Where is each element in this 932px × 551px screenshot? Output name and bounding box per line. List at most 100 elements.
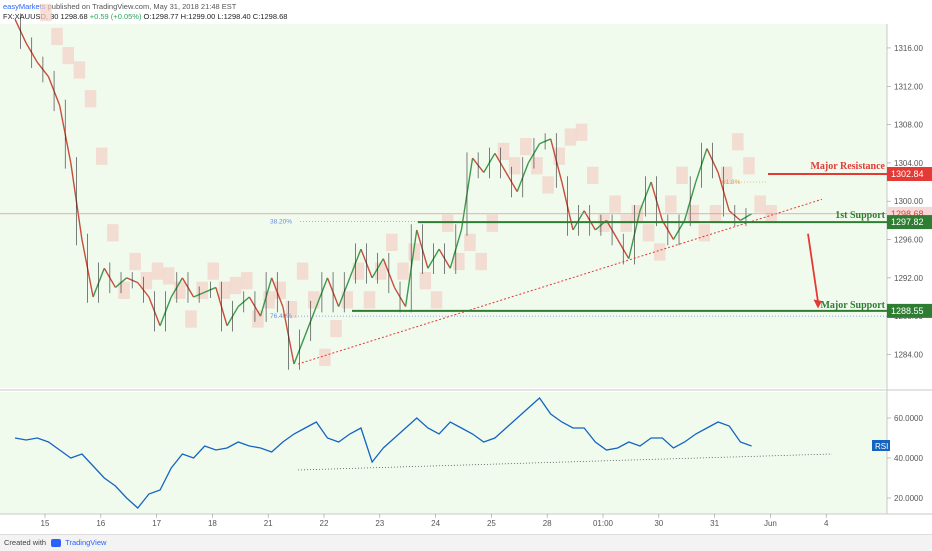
first-support-price-value: 1297.82 bbox=[891, 217, 924, 227]
cloud-segment bbox=[40, 3, 52, 22]
time-axis-label: 15 bbox=[41, 519, 50, 528]
cloud-segment bbox=[374, 262, 387, 280]
cloud-segment bbox=[497, 142, 510, 161]
cloud-segment bbox=[151, 262, 164, 280]
published-text: published on TradingView.com, May 31, 20… bbox=[47, 2, 237, 11]
publisher-line: easyMarkets published on TradingView.com… bbox=[3, 2, 236, 11]
cloud-segment bbox=[107, 224, 119, 242]
created-with-text: Created with TradingView bbox=[4, 538, 107, 548]
price-axis-label: 1292.00 bbox=[894, 274, 923, 283]
price-axis-label: 1284.00 bbox=[894, 350, 923, 359]
cloud-segment bbox=[352, 262, 365, 280]
price-axis-label: 1316.00 bbox=[894, 44, 923, 53]
rsi-axis: 60.0000 40.0000 20.0000 bbox=[887, 414, 923, 503]
price-pane-background bbox=[0, 24, 887, 388]
rsi-trendline bbox=[297, 453, 833, 471]
projection-arrow bbox=[807, 233, 819, 302]
cloud-segment bbox=[430, 291, 443, 309]
fib-618-label: 61.8% bbox=[722, 179, 741, 186]
rsi-line bbox=[14, 397, 752, 509]
cloud-segment bbox=[508, 157, 521, 175]
time-axis-label: 28 bbox=[543, 519, 552, 528]
cloud-segment bbox=[587, 166, 599, 184]
rsi-axis-label: 40.0000 bbox=[894, 454, 923, 463]
cloud-segment bbox=[140, 272, 153, 290]
cloud-segment bbox=[95, 147, 108, 165]
cloud-segment bbox=[241, 272, 253, 290]
cloud-segment bbox=[296, 262, 309, 280]
cloud-segment bbox=[441, 214, 454, 232]
cloud-segment bbox=[609, 195, 621, 213]
rsi-axis-label: 20.0000 bbox=[894, 494, 923, 503]
time-axis-label: 23 bbox=[375, 519, 384, 528]
cloud-segment bbox=[174, 281, 186, 299]
cloud-segment bbox=[341, 291, 353, 309]
time-axis-label: 24 bbox=[431, 519, 440, 528]
major-support-price-tag bbox=[887, 303, 932, 318]
cloud-segment bbox=[62, 46, 74, 65]
price-axis-label: 1304.00 bbox=[894, 159, 923, 168]
cloud-segment bbox=[720, 166, 733, 184]
last-price: 1298.68 bbox=[60, 12, 88, 21]
rsi-pane-background bbox=[0, 392, 887, 514]
first-support-label: 1st Support bbox=[835, 210, 885, 221]
time-axis-label: 17 bbox=[152, 519, 161, 528]
cloud-segment bbox=[319, 348, 331, 366]
cloud-segment bbox=[397, 262, 409, 280]
current-price-value: 1298.68 bbox=[891, 209, 924, 219]
rsi-legend-tag[interactable] bbox=[872, 440, 890, 451]
rising-trendline[interactable] bbox=[297, 198, 823, 365]
time-axis-label: 30 bbox=[654, 519, 663, 528]
cloud-segment bbox=[665, 195, 677, 213]
time-axis-label: 31 bbox=[710, 519, 719, 528]
cloud-segment bbox=[486, 214, 499, 232]
cloud-segment bbox=[229, 276, 242, 295]
time-axis-label: 01:00 bbox=[593, 519, 614, 528]
cloud-segment bbox=[386, 233, 398, 252]
symbol-line: FX:XAUUSD, 30 1298.68 +0.59 (+0.05%) O:1… bbox=[3, 12, 287, 21]
cloud-segment bbox=[308, 291, 320, 309]
price-axis-label: 1296.00 bbox=[894, 236, 923, 245]
major-support-label: Major Support bbox=[820, 300, 885, 311]
cloud-segment bbox=[285, 300, 298, 319]
time-axis-label: 18 bbox=[208, 519, 217, 528]
cloud-segment bbox=[330, 319, 342, 338]
resistance-price-tag bbox=[887, 167, 932, 182]
cloud-segment bbox=[642, 224, 655, 242]
fib-764-label: 76.40% bbox=[270, 313, 292, 320]
publisher-name[interactable]: easyMarkets bbox=[3, 2, 46, 11]
cloud-segment bbox=[754, 195, 766, 213]
major-support-price-value: 1288.55 bbox=[891, 306, 924, 316]
resistance-price-value: 1302.84 bbox=[891, 169, 924, 179]
cloud-segment bbox=[531, 157, 543, 175]
cloud-segment bbox=[185, 310, 197, 328]
cloud-segment bbox=[73, 61, 86, 79]
time-axis-label: 22 bbox=[320, 519, 329, 528]
cloud-segment bbox=[129, 252, 141, 271]
projection-arrow-head bbox=[813, 299, 822, 309]
cloud-segment bbox=[553, 147, 566, 165]
cloud-segment bbox=[84, 90, 97, 108]
rsi-axis-label: 60.0000 bbox=[894, 414, 923, 423]
cloud-segment bbox=[475, 252, 487, 271]
cloud-segment bbox=[575, 123, 588, 141]
cloud-segment bbox=[520, 137, 532, 156]
cloud-segment bbox=[274, 281, 287, 299]
rsi-legend-label: RSI bbox=[875, 442, 888, 451]
fib-382-label: 38.20% bbox=[270, 218, 292, 225]
cloud-segment bbox=[196, 281, 208, 299]
created-with-label: Created with bbox=[4, 538, 47, 547]
tradingview-brand[interactable]: TradingView bbox=[65, 538, 107, 547]
cloud-segment bbox=[252, 310, 264, 328]
cloud-segment bbox=[118, 281, 130, 299]
cloud-segment bbox=[218, 281, 231, 299]
time-axis-label: Jun bbox=[764, 519, 777, 528]
tradingview-logo-icon bbox=[51, 539, 62, 548]
cloud-segment bbox=[263, 291, 275, 309]
major-resistance-label: Major Resistance bbox=[810, 161, 885, 172]
cloud-segment bbox=[542, 176, 554, 194]
price-change: +0.59 (+0.05%) bbox=[89, 12, 142, 21]
price-axis-label: 1300.00 bbox=[894, 197, 923, 206]
time-axis-label: 21 bbox=[264, 519, 273, 528]
